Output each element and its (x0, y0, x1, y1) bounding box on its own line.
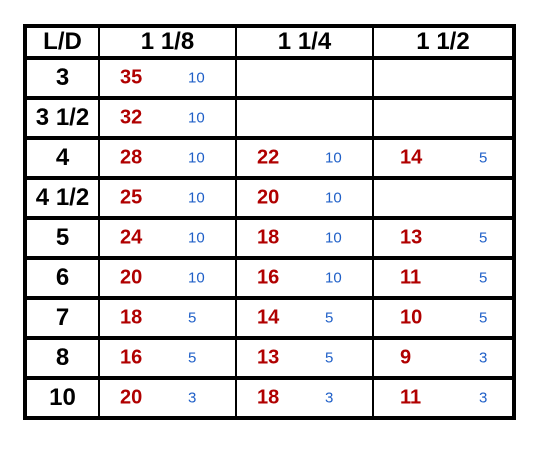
table-row: 7 18 5 14 5 10 5 (24, 296, 515, 339)
cell-value: 14 (400, 146, 423, 169)
cell-value: 13 (257, 346, 280, 369)
cell-subvalue: 10 (325, 189, 342, 207)
table-row: 4 1/2 25 10 20 10 (24, 176, 515, 219)
table-row: 8 16 5 13 5 9 3 (24, 336, 515, 379)
table-cell: 13 5 (235, 336, 374, 379)
table-cell: 10 5 (372, 296, 515, 339)
cell-subvalue: 5 (325, 309, 334, 327)
table-cell: 20 10 (98, 256, 237, 299)
cell-subvalue: 10 (325, 149, 342, 167)
cell-subvalue: 10 (188, 109, 205, 127)
empty-cell (235, 57, 374, 99)
cell-value: 16 (120, 346, 143, 369)
cell-subvalue: 10 (188, 229, 205, 247)
ld-value: 5 (24, 216, 100, 259)
table-cell: 18 3 (235, 376, 374, 419)
ld-value: 8 (24, 336, 100, 379)
table-row: 4 28 10 22 10 14 5 (24, 136, 515, 179)
cell-subvalue: 3 (479, 389, 488, 407)
table-cell: 20 3 (98, 376, 237, 419)
cell-value: 32 (120, 106, 143, 129)
cell-value: 25 (120, 186, 143, 209)
header-1-1-2: 1 1/2 (372, 25, 515, 60)
empty-cell (372, 96, 515, 139)
table-row: 10 20 3 18 3 11 3 (24, 376, 515, 419)
table-cell: 14 5 (372, 136, 515, 179)
cell-subvalue: 5 (479, 309, 488, 327)
ld-value: 10 (24, 376, 100, 419)
cell-subvalue: 10 (188, 149, 205, 167)
cell-subvalue: 3 (479, 349, 488, 367)
table-cell: 18 5 (98, 296, 237, 339)
table-body: 3 35 10 3 1/2 32 10 4 28 10 22 10 14 5 4 1/2 25 10 20 10 5… (24, 57, 515, 419)
cell-subvalue: 10 (325, 229, 342, 247)
cell-subvalue: 5 (188, 349, 197, 367)
header-1-1-8: 1 1/8 (98, 25, 237, 60)
header-ld: L/D (24, 25, 100, 60)
table-row: 3 1/2 32 10 (24, 96, 515, 139)
cell-subvalue: 10 (188, 189, 205, 207)
ld-table: L/D 1 1/8 1 1/4 1 1/2 3 35 10 3 1/2 32 10 4 28 1… (23, 24, 516, 420)
cell-value: 24 (120, 226, 143, 249)
ld-value: 3 1/2 (24, 96, 100, 139)
empty-cell (372, 57, 515, 99)
table-cell: 16 5 (98, 336, 237, 379)
cell-value: 20 (120, 386, 143, 409)
cell-subvalue: 3 (325, 389, 334, 407)
table-cell: 11 3 (372, 376, 515, 419)
cell-value: 11 (400, 266, 422, 289)
ld-value: 4 (24, 136, 100, 179)
empty-cell (372, 176, 515, 219)
ld-value: 3 (24, 57, 100, 99)
cell-value: 13 (400, 226, 423, 249)
table-cell: 16 10 (235, 256, 374, 299)
cell-value: 18 (120, 306, 143, 329)
table-cell: 11 5 (372, 256, 515, 299)
table-cell: 13 5 (372, 216, 515, 259)
empty-cell (235, 96, 374, 139)
cell-value: 14 (257, 306, 280, 329)
cell-subvalue: 10 (188, 269, 205, 287)
table-row: 5 24 10 18 10 13 5 (24, 216, 515, 259)
cell-subvalue: 5 (188, 309, 197, 327)
ld-value: 4 1/2 (24, 176, 100, 219)
cell-value: 11 (400, 386, 422, 409)
table-cell: 35 10 (98, 57, 237, 99)
table-cell: 25 10 (98, 176, 237, 219)
header-1-1-4: 1 1/4 (235, 25, 374, 60)
table-cell: 32 10 (98, 96, 237, 139)
cell-value: 18 (257, 386, 280, 409)
table-row: 6 20 10 16 10 11 5 (24, 256, 515, 299)
cell-subvalue: 10 (325, 269, 342, 287)
ld-value: 6 (24, 256, 100, 299)
table-row: 3 35 10 (24, 57, 515, 99)
table-cell: 28 10 (98, 136, 237, 179)
cell-value: 20 (120, 266, 143, 289)
cell-value: 10 (400, 306, 423, 329)
table-cell: 24 10 (98, 216, 237, 259)
table-cell: 14 5 (235, 296, 374, 339)
cell-value: 22 (257, 146, 280, 169)
cell-subvalue: 5 (479, 269, 488, 287)
cell-value: 28 (120, 146, 143, 169)
cell-value: 18 (257, 226, 280, 249)
cell-value: 35 (120, 66, 143, 89)
cell-subvalue: 3 (188, 389, 197, 407)
cell-subvalue: 5 (479, 229, 488, 247)
table-cell: 20 10 (235, 176, 374, 219)
ld-value: 7 (24, 296, 100, 339)
cell-subvalue: 5 (325, 349, 334, 367)
header-row: L/D 1 1/8 1 1/4 1 1/2 (24, 25, 515, 60)
table-cell: 18 10 (235, 216, 374, 259)
table-header: L/D 1 1/8 1 1/4 1 1/2 (24, 25, 515, 60)
cell-value: 20 (257, 186, 280, 209)
cell-value: 9 (400, 346, 412, 369)
table-cell: 22 10 (235, 136, 374, 179)
cell-subvalue: 10 (188, 69, 205, 87)
cell-subvalue: 5 (479, 149, 488, 167)
cell-value: 16 (257, 266, 280, 289)
